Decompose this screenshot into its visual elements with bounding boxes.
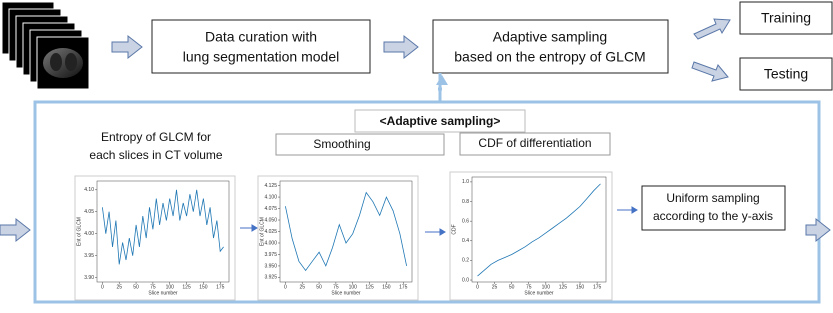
step-label: Uniform sampling xyxy=(666,191,759,205)
diagram: Data curation with lung segmentation mod… xyxy=(0,0,833,308)
step-label: Entropy of GLCM for xyxy=(101,130,211,144)
x-tick-label: 150 xyxy=(199,284,208,290)
y-tick-label: 3.90 xyxy=(84,275,94,281)
x-tick-label: 175 xyxy=(216,284,225,290)
y-tick-label: 4.075 xyxy=(264,206,277,212)
chart-frame xyxy=(450,172,612,300)
y-tick-label: 0.4 xyxy=(462,238,469,244)
box-text: lung segmentation model xyxy=(183,49,339,65)
x-tick-label: 0 xyxy=(476,284,479,290)
y-tick-label: 4.10 xyxy=(84,187,94,193)
x-axis-label: Slice number xyxy=(331,290,361,296)
x-tick-label: 25 xyxy=(116,284,122,290)
x-tick-label: 50 xyxy=(316,284,322,290)
step-label: Smoothing xyxy=(313,137,370,151)
y-tick-label: 0.0 xyxy=(462,277,469,283)
x-tick-label: 50 xyxy=(509,284,515,290)
y-tick-label: 3.95 xyxy=(84,253,94,259)
x-tick-label: 125 xyxy=(182,284,191,290)
x-tick-label: 175 xyxy=(593,284,602,290)
panel-title: <Adaptive sampling> xyxy=(380,114,501,128)
y-tick-label: 4.025 xyxy=(264,229,277,235)
y-axis-label: CDF xyxy=(451,224,457,234)
y-tick-label: 3.925 xyxy=(264,275,277,281)
y-tick-label: 4.050 xyxy=(264,217,277,223)
x-tick-label: 0 xyxy=(101,284,104,290)
x-axis-label: Slice number xyxy=(148,290,178,296)
x-tick-label: 25 xyxy=(492,284,498,290)
connector-head xyxy=(436,75,448,85)
y-tick-label: 4.000 xyxy=(264,240,277,246)
y-tick-label: 1.0 xyxy=(462,179,469,185)
x-axis-label: Slice number xyxy=(524,290,554,296)
y-tick-label: 3.950 xyxy=(264,263,277,269)
x-tick-label: 175 xyxy=(399,284,408,290)
arrow xyxy=(692,62,728,81)
box-text: Data curation with xyxy=(205,29,317,45)
chart-frame xyxy=(258,176,418,300)
y-tick-label: 0.8 xyxy=(462,199,469,205)
box-text: Testing xyxy=(764,66,808,82)
step-label: CDF of differentiation xyxy=(478,136,591,150)
y-axis-label: Ent of GLCM xyxy=(259,217,265,246)
arrow xyxy=(0,219,30,241)
x-tick-label: 125 xyxy=(365,284,374,290)
y-tick-label: 4.125 xyxy=(264,183,277,189)
box-text: based on the entropy of GLCM xyxy=(454,49,645,65)
x-tick-label: 150 xyxy=(382,284,391,290)
y-axis-label: Ent of GLCM xyxy=(76,217,82,246)
arrow xyxy=(384,36,418,58)
box-text: Adaptive sampling xyxy=(493,29,607,45)
x-tick-label: 125 xyxy=(559,284,568,290)
x-tick-label: 0 xyxy=(284,284,287,290)
arrow xyxy=(112,36,142,58)
step-label: according to the y-axis xyxy=(653,209,773,223)
chart-frame xyxy=(75,176,235,300)
arrow xyxy=(806,219,830,241)
y-tick-label: 4.00 xyxy=(84,231,94,237)
box-text: Training xyxy=(761,10,811,26)
x-tick-label: 150 xyxy=(576,284,585,290)
y-tick-label: 3.975 xyxy=(264,252,277,258)
y-tick-label: 0.2 xyxy=(462,258,469,264)
y-tick-label: 4.100 xyxy=(264,194,277,200)
ct-stack xyxy=(2,2,89,89)
step-label: each slices in CT volume xyxy=(89,148,222,162)
x-tick-label: 25 xyxy=(299,284,305,290)
arrow xyxy=(694,19,730,39)
x-tick-label: 50 xyxy=(133,284,139,290)
y-tick-label: 0.6 xyxy=(462,218,469,224)
y-tick-label: 4.05 xyxy=(84,209,94,215)
